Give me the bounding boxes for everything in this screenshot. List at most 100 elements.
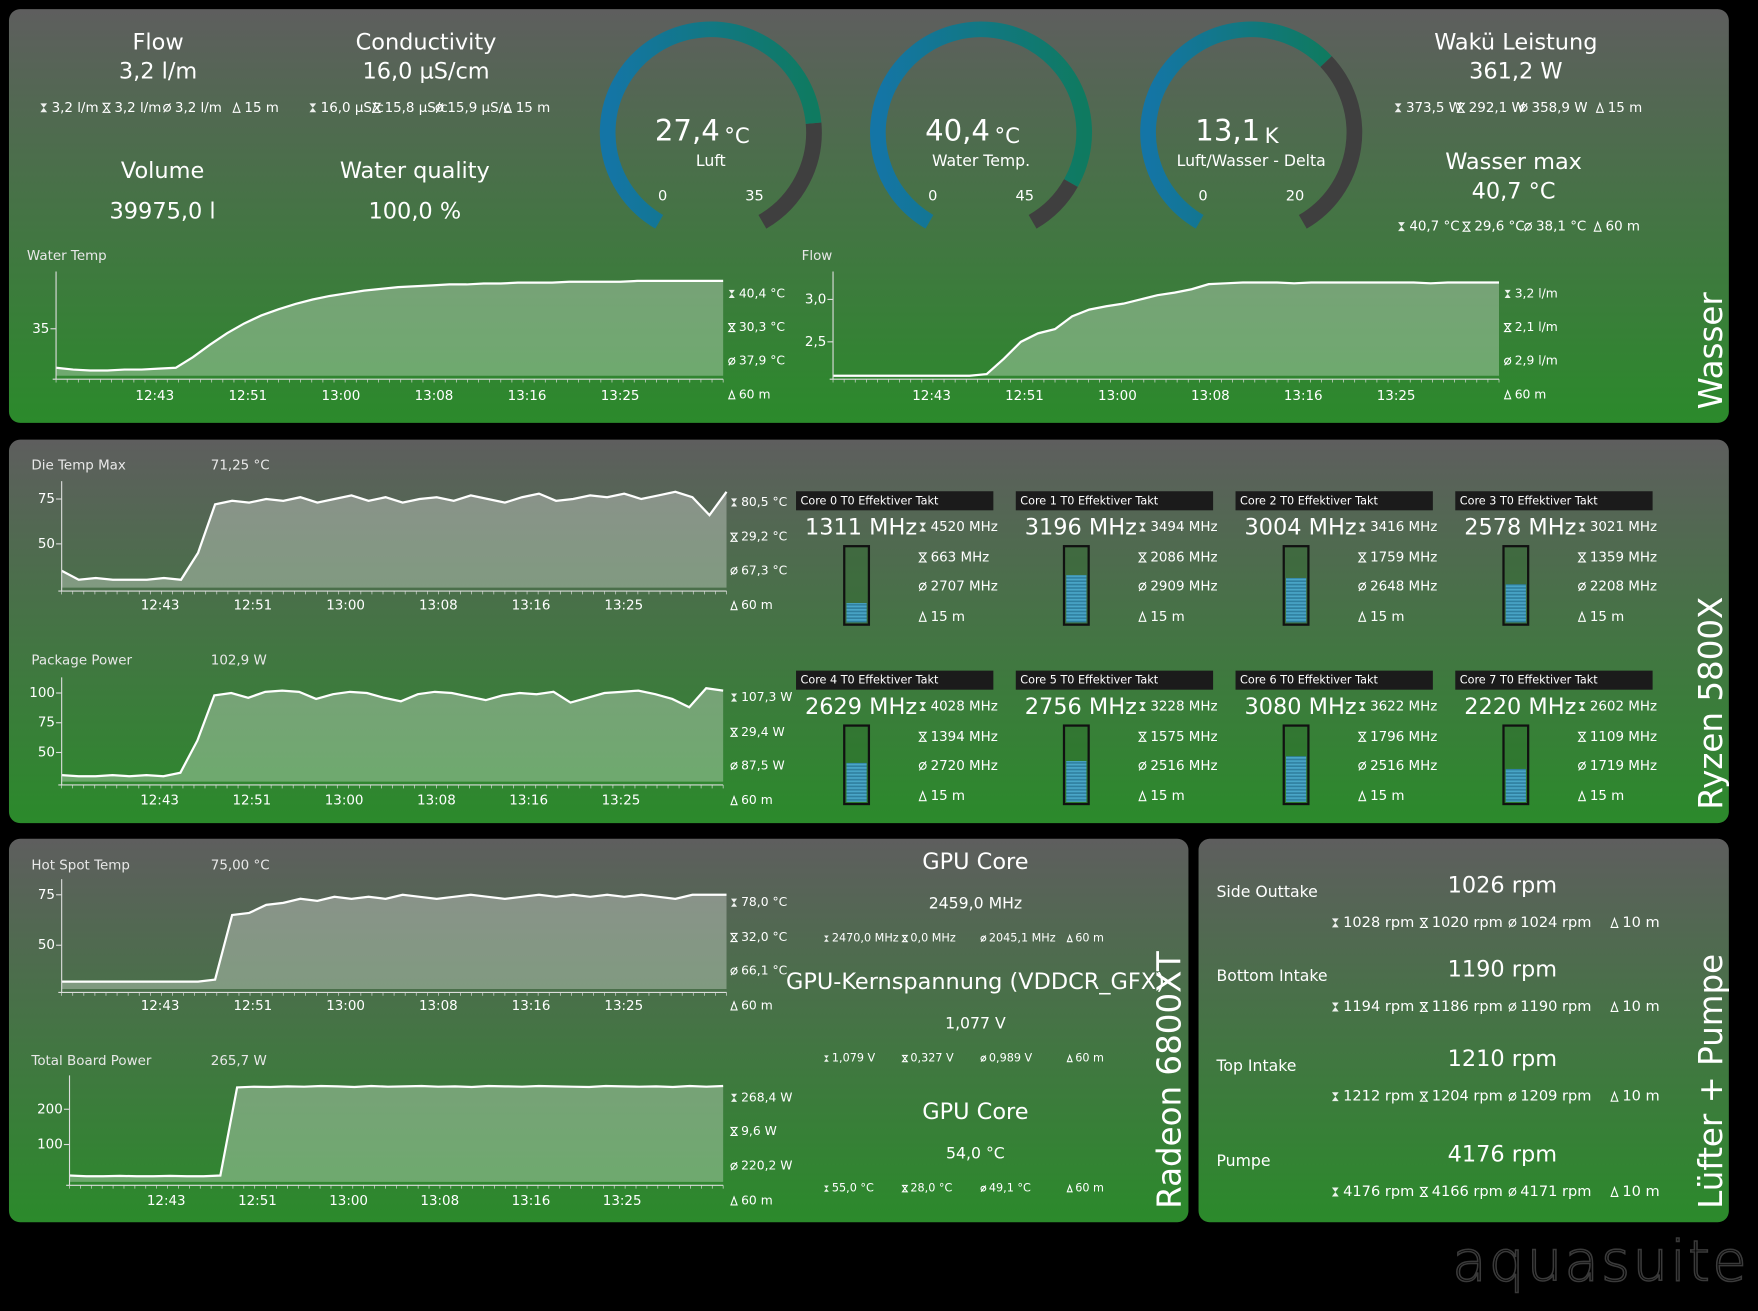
stat-value: 60 m: [739, 387, 771, 401]
stat-value: 2,9 l/m: [1515, 354, 1558, 368]
icon-avg-slash: [1508, 1091, 1517, 1102]
icon-min: [1419, 917, 1429, 928]
icon-avg-slash: [1508, 1187, 1517, 1197]
icon-range: [1138, 790, 1147, 802]
stat-value: 60 m: [741, 1193, 773, 1207]
stat-value: 3494 MHz: [1150, 520, 1217, 535]
readout-value: 54,0 °C: [946, 1143, 1005, 1162]
stat-value: 0,0 MHz: [910, 932, 955, 945]
gauge-max: 35: [745, 187, 764, 204]
stat-value: 38,1 °C: [1536, 220, 1586, 235]
readout-title: Flow: [133, 29, 184, 55]
stat-value: 1020 rpm: [1432, 914, 1503, 931]
core-header: [796, 670, 994, 690]
panel-label: Wasser: [1692, 292, 1730, 410]
icon-min: [102, 102, 111, 113]
stat-value: 30,3 °C: [739, 320, 785, 334]
core-header: [1455, 670, 1653, 690]
x-tick-label: 12:43: [147, 1194, 186, 1209]
icon-avg-slash: [1138, 581, 1147, 592]
core-header: [1235, 491, 1433, 511]
chart-line: [61, 893, 727, 983]
icon-range: [1577, 610, 1587, 622]
readout-title: Wasser max: [1445, 149, 1582, 175]
chart-line: [61, 687, 724, 778]
icon-min: [729, 727, 739, 737]
x-tick-label: 12:51: [233, 599, 272, 614]
icon-avg: [980, 1055, 987, 1062]
core-header: [1455, 491, 1653, 511]
x-tick-label: 13:16: [512, 999, 551, 1014]
stat-value: 1204 rpm: [1432, 1088, 1503, 1105]
chart-area: [61, 894, 727, 990]
icon-range: [1610, 1090, 1619, 1102]
stat-value: 60 m: [741, 793, 773, 807]
x-tick-label: 13:00: [329, 1194, 368, 1209]
stat-value: 9,6 W: [741, 1124, 777, 1138]
x-tick-label: 13:25: [601, 389, 640, 404]
gauge-track: [758, 122, 822, 229]
stat-value: 1024 rpm: [1520, 914, 1591, 931]
y-tick-label: 75: [38, 888, 55, 903]
stat-value: 29,2 °C: [741, 530, 787, 544]
stat-value: 4028 MHz: [931, 700, 998, 715]
gauge-min: 0: [1198, 187, 1207, 204]
x-tick-label: 13:08: [420, 1194, 459, 1209]
x-tick-label: 13:08: [1191, 389, 1230, 404]
icon-avg-slash: [1504, 356, 1512, 366]
icon-min: [1577, 731, 1587, 742]
readout-title: Water quality: [340, 158, 490, 184]
stat-value: 1209 rpm: [1520, 1088, 1591, 1105]
x-tick-label: 13:25: [604, 599, 643, 614]
chart-area: [61, 688, 724, 782]
y-tick-label: 200: [37, 1102, 63, 1117]
gauge-min: 0: [658, 187, 667, 204]
icon-max: [1578, 702, 1586, 711]
core-bar: [1285, 756, 1307, 802]
icon-min: [727, 322, 736, 333]
icon-avg-slash: [1358, 761, 1367, 771]
icon-min: [1357, 552, 1367, 563]
icon-range: [1066, 1053, 1073, 1063]
chart-title: Die Temp Max: [31, 458, 126, 473]
chart-current: 75,00 °C: [211, 859, 270, 874]
icon-avg: [1519, 103, 1528, 112]
icon-range: [1593, 220, 1602, 232]
icon-avg-slash: [1138, 761, 1147, 771]
panel-fans: [1198, 838, 1729, 1223]
x-tick-label: 13:00: [326, 599, 365, 614]
stat-value: 16,0 µS/c: [321, 101, 384, 116]
stat-value: 15 m: [1590, 789, 1624, 804]
stat-value: 1,079 V: [832, 1052, 876, 1065]
stat-value: 220,2 W: [741, 1159, 792, 1173]
stat-value: 3622 MHz: [1370, 700, 1437, 715]
y-tick-label: 75: [38, 716, 55, 731]
x-tick-label: 13:16: [512, 1194, 551, 1209]
gauge-arc: [599, 21, 822, 229]
stat-value: 15 m: [1590, 610, 1624, 625]
core-header: [1235, 670, 1433, 690]
panel-label: Lüfter + Pumpe: [1692, 954, 1730, 1209]
y-tick-label: 75: [38, 492, 55, 507]
icon-range: [1066, 1183, 1073, 1193]
stat-value: 2648 MHz: [1370, 580, 1437, 595]
x-tick-label: 12:43: [140, 794, 179, 809]
stat-value: 2707 MHz: [931, 580, 998, 595]
icon-range: [1358, 790, 1367, 802]
gauge-unit: °C: [724, 124, 750, 149]
icon-avg: [1508, 1188, 1517, 1196]
stat-value: 2208 MHz: [1590, 580, 1657, 595]
icon-range: [503, 101, 513, 113]
icon-range: [1577, 790, 1587, 802]
core-value: 3196 MHz: [1025, 515, 1137, 541]
gauge-track: [1028, 178, 1078, 229]
readout-value: 361,2 W: [1469, 58, 1562, 84]
icon-max: [1331, 918, 1339, 928]
panel-water: [8, 9, 1729, 423]
core-bar: [1505, 584, 1526, 623]
core-title: Core 3 T0 Effektiver Takt: [1460, 494, 1598, 507]
chart-title: Flow: [802, 249, 833, 264]
chart-area: [56, 280, 724, 376]
gauge-label: Luft/Wasser - Delta: [1177, 151, 1326, 170]
